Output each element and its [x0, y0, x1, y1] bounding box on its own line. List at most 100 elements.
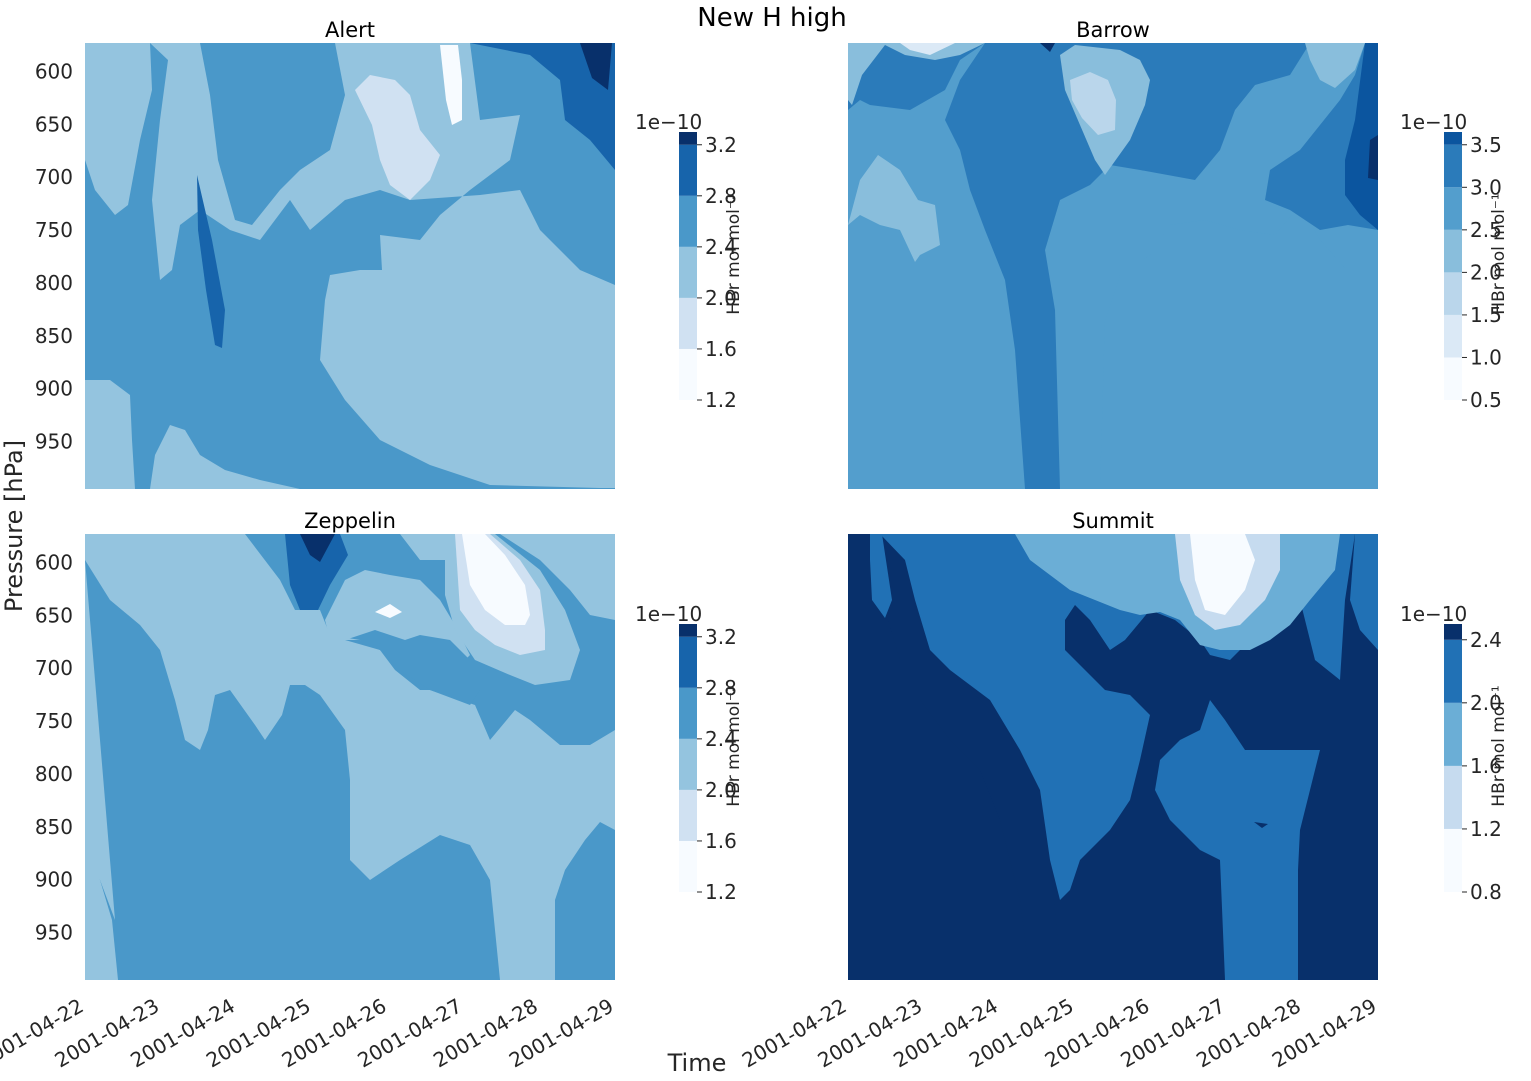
contour-band-3.5-3.65	[1040, 43, 1055, 52]
y-tick-label: 600	[35, 60, 73, 84]
colorbar-swatch	[1444, 765, 1462, 829]
y-tick-label: 900	[35, 377, 73, 401]
colorbar-tick-label: 0.5	[1470, 388, 1502, 412]
colorbar-swatch	[1444, 639, 1462, 703]
contour-band-2.4-2.8	[345, 635, 480, 705]
colorbar-swatch	[679, 624, 697, 637]
colorbar-swatch	[1444, 144, 1462, 188]
panel-summit: Summit	[848, 509, 1378, 980]
colorbar-tick-label: 1.2	[705, 388, 737, 412]
y-tick-label: 750	[35, 709, 73, 733]
colorbar-tick-label: 2.8	[705, 184, 737, 208]
contour-band-2.8-3.2	[285, 534, 348, 610]
contour-band-2.0-2.4	[150, 425, 300, 489]
contour-band-3.0-3.5	[1345, 43, 1378, 230]
y-tick-label: 850	[35, 324, 73, 348]
y-tick-label: 800	[35, 271, 73, 295]
contour-band-2.4-2.5	[870, 534, 1062, 980]
y-tick-label: 800	[35, 762, 73, 786]
colorbar-tick-label: 1.6	[1470, 754, 1502, 778]
colorbar-tick-label: 2.0	[1470, 260, 1502, 284]
colorbar-swatch	[1444, 624, 1462, 640]
contour-band-1.2-1.6	[462, 534, 530, 625]
panel-zeppelin: Zeppelin	[85, 509, 615, 980]
y-axis-label: Pressure [hPa]	[0, 440, 28, 612]
contour-band-2.4-2.5	[1254, 822, 1268, 828]
y-tick-label: 650	[35, 112, 73, 136]
colorbar-tick-label: 1.2	[705, 880, 737, 904]
y-tick-label: 950	[35, 429, 73, 453]
y-tick-label: 850	[35, 815, 73, 839]
colorbar-tick-label: 2.8	[705, 676, 737, 700]
colorbar-tick-label: 0.8	[1470, 880, 1502, 904]
panel-title: Summit	[1072, 509, 1154, 533]
colorbar-tick-label: 1.5	[1470, 303, 1502, 327]
colorbar-tick-label: 2.4	[705, 727, 737, 751]
colorbar-label: HBr mol mol⁻¹	[1489, 685, 1509, 806]
panel-title: Zeppelin	[304, 509, 396, 533]
contour-band-1.5-2.0	[848, 155, 940, 262]
colorbar-multiplier: 1e−10	[635, 110, 702, 134]
colorbar-swatch	[679, 687, 697, 739]
contour-band-2.0-2.4	[85, 860, 118, 980]
colorbar-label: HBr mol mol⁻¹	[1489, 193, 1509, 314]
figure-title: New H high	[697, 3, 846, 33]
x-axis-label: Time	[667, 1049, 727, 1077]
colorbar-swatch	[1444, 357, 1462, 400]
colorbar-tick-label: 2.4	[1470, 628, 1502, 652]
colorbar-multiplier: 1e−10	[635, 602, 702, 626]
colorbar-swatch	[1444, 702, 1462, 766]
colorbar-swatch	[679, 636, 697, 688]
colorbar-swatch	[679, 195, 697, 247]
colorbar-swatch	[679, 297, 697, 349]
colorbar-label: HBr mol mol⁻¹	[724, 193, 744, 314]
colorbar-swatch	[679, 246, 697, 298]
colorbar-swatch	[679, 789, 697, 841]
contour-band-2.0-2.4	[85, 380, 135, 489]
colorbar-swatch	[679, 840, 697, 892]
panel-title: Alert	[325, 18, 375, 42]
contour-band-1.2-1.6	[440, 45, 462, 125]
colorbar-tick-label: 2.0	[705, 286, 737, 310]
colorbar-tick-label: 3.2	[705, 625, 737, 649]
contour-band-1.0-1.5	[900, 43, 955, 55]
contour-band-2.8-3.2	[197, 175, 225, 348]
contour-band-2.0-2.4	[870, 534, 892, 618]
panel-alert: Alert	[85, 18, 615, 489]
contour-band-3.2-3.3	[580, 43, 612, 90]
contour-band-0.8-1.2	[1190, 534, 1255, 615]
contour-band-3.2-3.3	[300, 534, 335, 562]
contour-band-2.8-3.2	[470, 43, 615, 170]
contour-band-1.5-2.0	[1070, 72, 1116, 135]
contour-band-2.5-3.0	[848, 43, 985, 110]
colorbar-swatch	[679, 348, 697, 400]
colorbar-swatch	[1444, 229, 1462, 273]
colorbar-swatch	[679, 738, 697, 790]
y-tick-label: 750	[35, 218, 73, 242]
colorbar-tick-label: 3.5	[1470, 133, 1502, 157]
contour-field	[85, 534, 615, 980]
contour-band-3.5-3.65	[1368, 135, 1378, 180]
colorbar-swatch	[1444, 132, 1462, 145]
y-tick-label: 950	[35, 920, 73, 944]
colorbar-tick-label: 1.2	[1470, 817, 1502, 841]
contour-field	[85, 43, 615, 489]
colorbar-swatch	[1444, 828, 1462, 892]
contour-band-1.5-2.0	[1305, 43, 1365, 88]
contour-band-2.0-2.5	[1100, 205, 1378, 489]
contour-band-1.2-1.6	[375, 604, 402, 618]
y-tick-label: 700	[35, 165, 73, 189]
panel-title: Barrow	[1076, 18, 1150, 42]
colorbar-swatch	[1444, 187, 1462, 230]
y-tick-label: 700	[35, 656, 73, 680]
y-tick-label: 900	[35, 868, 73, 892]
colorbar-swatch	[1444, 272, 1462, 315]
contour-band-2.5-3.0	[945, 43, 1310, 489]
colorbar-tick-label: 2.0	[1470, 691, 1502, 715]
colorbar-tick-label: 1.0	[1470, 345, 1502, 369]
contour-field	[848, 534, 1378, 980]
contour-band-2.0-2.4	[1155, 700, 1320, 980]
colorbar-tick-label: 1.6	[705, 337, 737, 361]
colorbar-tick-label: 2.5	[1470, 218, 1502, 242]
